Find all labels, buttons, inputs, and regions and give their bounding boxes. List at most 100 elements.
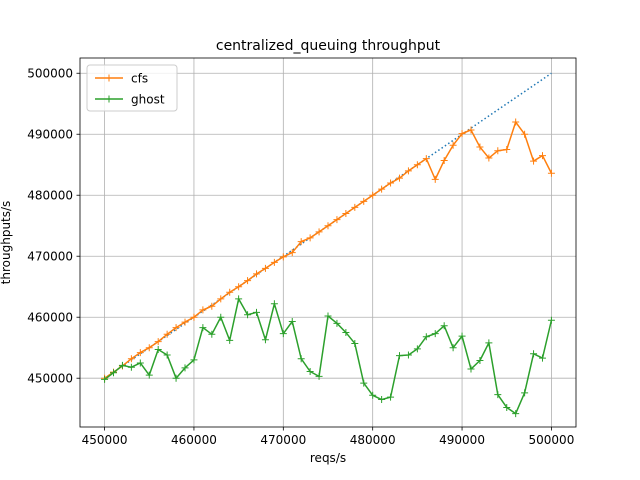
data-point-cfs: [145, 344, 153, 352]
data-point-cfs: [190, 313, 198, 321]
data-point-cfs: [235, 283, 243, 291]
data-point-ghost: [342, 328, 350, 336]
data-point-cfs: [253, 270, 261, 278]
x-tick-label: 490000: [439, 433, 485, 447]
data-point-cfs: [351, 203, 359, 211]
data-point-ghost: [387, 393, 395, 401]
data-point-ghost: [208, 330, 216, 338]
data-point-cfs: [306, 234, 314, 242]
x-tick-label: 450000: [82, 433, 128, 447]
data-point-ghost: [458, 332, 466, 340]
data-point-ghost: [547, 316, 555, 324]
data-point-cfs: [226, 288, 234, 296]
data-point-ghost: [395, 352, 403, 360]
data-point-cfs: [422, 155, 430, 163]
plot-frame: [79, 57, 577, 428]
data-point-ghost: [253, 308, 261, 316]
legend-label-ghost: ghost: [131, 93, 165, 107]
data-point-cfs: [503, 145, 511, 153]
x-tick-label: 480000: [350, 433, 396, 447]
data-point-cfs: [279, 253, 287, 261]
data-point-cfs: [181, 318, 189, 326]
data-point-cfs: [485, 154, 493, 162]
data-point-ghost: [485, 339, 493, 347]
data-point-cfs: [547, 169, 555, 177]
data-point-cfs: [324, 222, 332, 230]
data-point-ghost: [181, 364, 189, 372]
chart-title: centralized_queuing throughput: [216, 38, 441, 54]
legend-marker-cfs: [105, 74, 113, 82]
data-point-ghost: [378, 396, 386, 404]
data-point-cfs: [154, 338, 162, 346]
data-point-cfs: [163, 330, 171, 338]
data-point-cfs: [467, 126, 475, 134]
series-group: [101, 118, 555, 418]
data-point-ghost: [360, 379, 368, 387]
data-point-cfs: [404, 167, 412, 175]
data-point-ghost: [503, 403, 511, 411]
data-point-ghost: [440, 322, 448, 330]
data-point-cfs: [208, 302, 216, 310]
data-point-cfs: [494, 147, 502, 155]
series-cfs: [101, 118, 555, 382]
data-point-ghost: [512, 410, 520, 418]
data-point-ghost: [235, 295, 243, 303]
data-point-ghost: [494, 391, 502, 399]
data-point-ghost: [145, 371, 153, 379]
y-tick-label: 460000: [27, 311, 73, 325]
data-point-ghost: [431, 330, 439, 338]
data-point-cfs: [538, 152, 546, 160]
data-point-ghost: [163, 351, 171, 359]
data-point-ghost: [279, 330, 287, 338]
data-point-ghost: [244, 311, 252, 319]
data-point-cfs: [431, 175, 439, 183]
data-point-ghost: [118, 361, 126, 369]
data-point-ghost: [226, 336, 234, 344]
data-point-cfs: [413, 161, 421, 169]
data-point-ghost: [413, 345, 421, 353]
data-point-cfs: [440, 156, 448, 164]
data-point-cfs: [315, 228, 323, 236]
data-point-cfs: [333, 216, 341, 224]
data-point-cfs: [458, 130, 466, 138]
grid: [80, 58, 576, 427]
data-point-cfs: [199, 306, 207, 314]
x-axis-label: reqs/s: [310, 451, 346, 465]
data-point-cfs: [395, 174, 403, 182]
data-point-cfs: [136, 349, 144, 357]
data-point-cfs: [521, 130, 529, 138]
data-point-cfs: [217, 295, 225, 303]
data-point-cfs: [288, 249, 296, 257]
data-point-cfs: [270, 258, 278, 266]
data-point-ghost: [199, 324, 207, 332]
y-tick-label: 490000: [27, 128, 73, 142]
x-tick-label: 500000: [529, 433, 575, 447]
x-tick-label: 470000: [260, 433, 306, 447]
data-point-ghost: [404, 351, 412, 359]
data-point-ghost: [530, 350, 538, 358]
data-point-cfs: [530, 157, 538, 165]
series-ghost: [101, 295, 555, 418]
legend: cfs ghost: [86, 64, 178, 112]
data-point-cfs: [261, 264, 269, 272]
data-point-ghost: [315, 372, 323, 380]
data-point-cfs: [387, 179, 395, 187]
data-point-ghost: [306, 367, 314, 375]
data-point-ghost: [333, 319, 341, 327]
data-point-ghost: [288, 317, 296, 325]
data-point-ghost: [110, 369, 118, 377]
data-point-ghost: [101, 375, 109, 383]
y-tick-label: 450000: [27, 372, 73, 386]
data-point-ghost: [369, 391, 377, 399]
data-point-ghost: [217, 313, 225, 321]
y-tick-label: 470000: [27, 250, 73, 264]
data-point-cfs: [360, 197, 368, 205]
y-axis-label: throughputs/s: [0, 201, 13, 285]
data-point-ghost: [538, 354, 546, 362]
data-point-cfs: [378, 185, 386, 193]
data-point-ghost: [422, 333, 430, 341]
data-point-ghost: [351, 339, 359, 347]
y-tick-label: 480000: [27, 189, 73, 203]
data-point-cfs: [369, 191, 377, 199]
